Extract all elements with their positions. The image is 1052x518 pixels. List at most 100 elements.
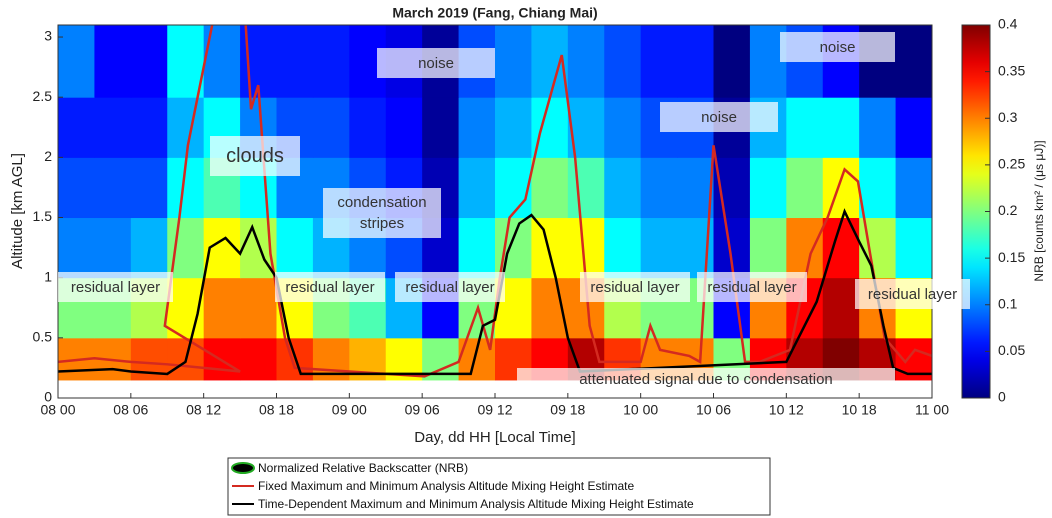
x-tick-label: 09 18 (550, 402, 585, 418)
heat-cell (495, 97, 532, 158)
heat-cell (895, 97, 932, 158)
y-axis-label: Altitude [km AGL] (9, 153, 26, 269)
heat-cell (895, 157, 932, 219)
colorbar-tick-label: 0.05 (998, 342, 1025, 358)
heat-cell (495, 157, 532, 219)
heat-cell (94, 25, 132, 98)
colorbar-label: NRB [counts km² / (μs μJ)] (1032, 140, 1046, 281)
x-tick-label: 08 00 (40, 402, 75, 418)
legend-label: Fixed Maximum and Minimum Analysis Altit… (258, 479, 635, 493)
heat-cell (822, 97, 860, 158)
heat-cell (604, 25, 642, 98)
heat-cell (94, 97, 132, 158)
legend-label: Time-Dependent Maximum and Minimum Analy… (258, 497, 694, 511)
annotation: residual layer (580, 272, 690, 302)
heat-cell (458, 217, 496, 279)
heat-cell (276, 25, 314, 98)
heat-cell (312, 25, 350, 98)
colorbar-tick-label: 0.4 (998, 16, 1018, 32)
x-tick-label: 08 18 (259, 402, 294, 418)
heat-cell (567, 25, 605, 98)
heat-cell (203, 277, 241, 339)
heat-cell (167, 97, 205, 158)
colorbar-tick-label: 0.15 (998, 249, 1025, 265)
heat-cell (130, 97, 168, 158)
chart-title: March 2019 (Fang, Chiang Mai) (392, 5, 597, 21)
x-tick-label: 11 00 (915, 402, 949, 418)
heat-cell (822, 277, 860, 339)
x-tick-label: 09 00 (332, 402, 367, 418)
heat-cell (567, 157, 605, 219)
heat-cell (458, 97, 496, 158)
heat-cell (786, 97, 824, 158)
heat-cell (276, 217, 314, 279)
lines (58, 25, 932, 378)
legend-heatmap-icon (231, 462, 255, 474)
mixing-height-line (58, 25, 932, 378)
colorbar-tick-label: 0.25 (998, 156, 1025, 172)
colorbar-tick-label: 0.2 (998, 202, 1018, 218)
heat-cell (640, 25, 678, 98)
heat-cell (167, 25, 205, 98)
x-tick-label: 08 12 (186, 402, 221, 418)
annotation: residual layer (855, 279, 970, 309)
heat-cell (749, 157, 787, 219)
heat-cell (130, 217, 168, 279)
heat-cell (604, 217, 642, 279)
heat-cell (749, 217, 787, 279)
y-tick-label: 0.5 (33, 329, 53, 345)
heat-cell (822, 217, 860, 279)
y-tick-label: 1.5 (33, 208, 53, 224)
y-tick-label: 1 (44, 268, 52, 284)
annotation: attenuated signal due to condensation (517, 368, 895, 390)
heat-cell (58, 217, 95, 279)
heat-cell (677, 25, 714, 98)
annotation: residual layer (395, 272, 505, 302)
heat-cell (677, 157, 714, 219)
mixing-height-line (58, 208, 932, 376)
colorbar-tick-label: 0.3 (998, 109, 1018, 125)
annotation: noise (377, 48, 495, 78)
y-tick-label: 0 (44, 389, 52, 405)
x-tick-label: 10 12 (769, 402, 804, 418)
heat-cell (822, 157, 860, 219)
heat-cell (786, 217, 824, 279)
heat-cell (58, 97, 95, 158)
annotation: residual layer (697, 272, 807, 302)
heat-cell (458, 157, 496, 219)
heat-cell (58, 157, 95, 219)
heat-cell (531, 157, 569, 219)
heat-cell (531, 217, 569, 279)
heat-cell (859, 97, 897, 158)
heat-cell (240, 337, 277, 381)
heat-cell (130, 157, 168, 219)
heat-cell (240, 277, 277, 339)
heat-cell (495, 25, 532, 98)
legend-box (227, 457, 771, 516)
colorbar-tick-label: 0.1 (998, 295, 1018, 311)
heat-cell (203, 337, 241, 381)
y-tick-label: 2.5 (33, 88, 53, 104)
heat-cell (312, 97, 350, 158)
heat-cell (349, 97, 387, 158)
heat-cell (640, 217, 678, 279)
legend-label: Normalized Relative Backscatter (NRB) (258, 461, 469, 475)
heat-cell (859, 157, 897, 219)
x-tick-label: 10 18 (842, 402, 877, 418)
heat-cell (130, 25, 168, 98)
x-tick-label: 09 06 (405, 402, 440, 418)
x-axis-label: Day, dd HH [Local Time] (414, 429, 575, 446)
heat-cell (895, 217, 932, 279)
x-tick-label: 09 12 (477, 402, 512, 418)
heat-cell (895, 25, 932, 98)
heat-cell (786, 157, 824, 219)
annotation: clouds (210, 136, 300, 176)
heat-cell (94, 157, 132, 219)
heat-cell (604, 157, 642, 219)
annotation: noise (660, 102, 778, 132)
heat-cell (604, 97, 642, 158)
heat-cell (567, 217, 605, 279)
heat-cell (58, 25, 95, 98)
